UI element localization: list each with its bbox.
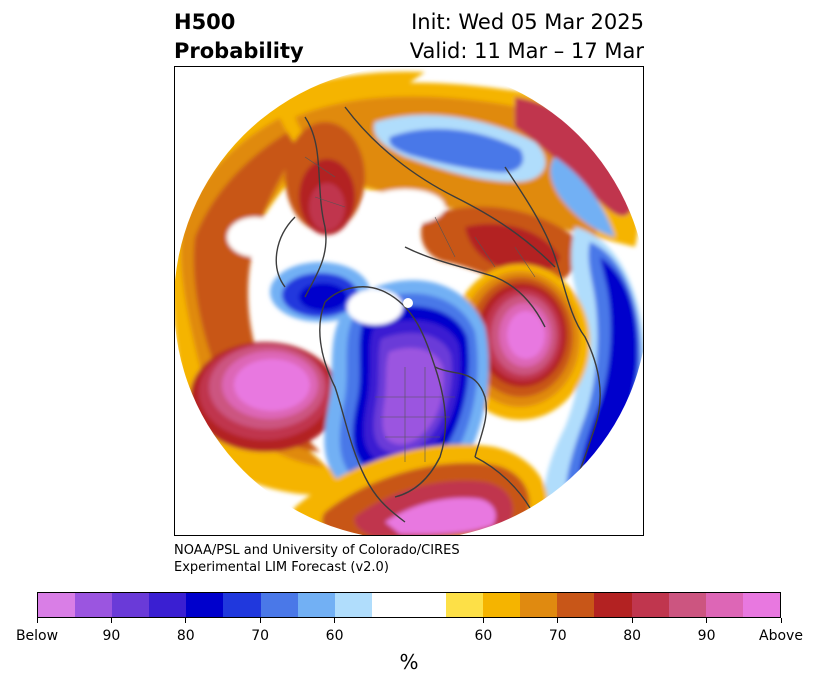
colorbar-segment	[594, 593, 632, 617]
field-title: H500	[174, 10, 236, 34]
colorbar-tick-label: 90	[697, 628, 716, 644]
colorbar-segment	[520, 593, 558, 617]
colorbar-tick-label: 70	[251, 628, 270, 644]
colorbar-tick-label: 80	[176, 628, 195, 644]
colorbar-tick-mark	[36, 618, 38, 623]
colorbar-segment	[112, 593, 150, 617]
init-date-label: Init: Wed 05 Mar 2025	[411, 10, 644, 34]
colorbar-tick-label: 60	[325, 628, 344, 644]
colorbar-tick-label: 80	[623, 628, 642, 644]
colorbar-tick-label: Below	[15, 628, 59, 644]
colorbar-segment	[631, 593, 669, 617]
title-block-left: H500 Probability	[174, 8, 304, 66]
colorbar-segment	[705, 593, 743, 617]
colorbar	[37, 592, 781, 618]
colorbar-segment	[408, 593, 447, 617]
colorbar-tick-label: Above	[759, 628, 803, 644]
credit-line-2: Experimental LIM Forecast (v2.0)	[174, 560, 389, 575]
colorbar-tick-mark	[631, 618, 633, 623]
colorbar-unit-label: %	[399, 650, 419, 674]
colorbar-segment	[668, 593, 706, 617]
colorbar-segment	[260, 593, 298, 617]
colorbar-segment	[371, 593, 409, 617]
colorbar-tick-label: 60	[474, 628, 493, 644]
colorbar-tick-label: 90	[102, 628, 121, 644]
colorbar-segment	[297, 593, 335, 617]
colorbar-segment	[557, 593, 595, 617]
colorbar-segment	[149, 593, 187, 617]
colorbar-segment	[186, 593, 224, 617]
colorbar-tick-mark	[706, 618, 708, 623]
probability-field	[175, 67, 643, 535]
title-block-right: Init: Wed 05 Mar 2025 Valid: 11 Mar – 17…	[410, 8, 644, 66]
credit-text: NOAA/PSL and University of Colorado/CIRE…	[174, 542, 460, 576]
polar-map	[174, 66, 644, 536]
colorbar-tick-label: 70	[548, 628, 567, 644]
colorbar-segment	[334, 593, 372, 617]
colorbar-tick-mark	[482, 618, 484, 623]
colorbar-segment	[446, 593, 484, 617]
colorbar-segment	[38, 593, 76, 617]
north-pole-marker	[403, 298, 413, 308]
colorbar-tick-mark	[780, 618, 782, 623]
colorbar-tick-mark	[334, 618, 336, 623]
colorbar-segment	[75, 593, 113, 617]
colorbar-segment	[742, 593, 780, 617]
valid-range-label: Valid: 11 Mar – 17 Mar	[409, 39, 644, 63]
colorbar-segment	[483, 593, 521, 617]
field-subtitle: Probability	[174, 39, 304, 63]
colorbar-tick-mark	[259, 618, 261, 623]
credit-line-1: NOAA/PSL and University of Colorado/CIRE…	[174, 543, 460, 558]
probability-map-svg	[175, 67, 643, 535]
colorbar-tick-mark	[557, 618, 559, 623]
colorbar-segment	[223, 593, 261, 617]
colorbar-tick-mark	[185, 618, 187, 623]
colorbar-tick-mark	[110, 618, 112, 623]
